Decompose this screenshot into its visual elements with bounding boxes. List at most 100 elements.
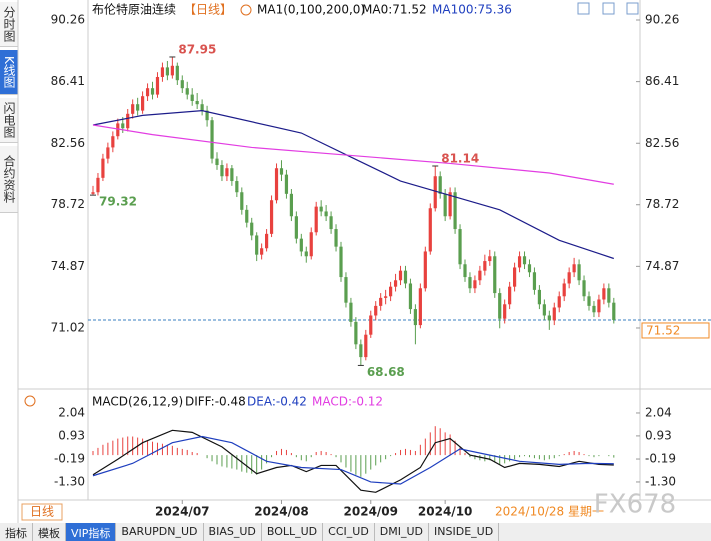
candle-body	[329, 216, 333, 230]
candle-body	[185, 88, 189, 95]
tab[interactable]: BOLL_UD	[262, 523, 324, 541]
tab-flash[interactable]: 闪电图	[0, 98, 18, 143]
candle-body	[145, 88, 150, 97]
candle-body	[443, 193, 447, 217]
tab[interactable]: INSIDE_UD	[429, 523, 500, 541]
candle-body	[602, 288, 606, 300]
tab[interactable]: DMI_UD	[375, 523, 430, 541]
y-tick-label: 78.72	[645, 197, 679, 211]
y-tick-label: 82.56	[51, 136, 85, 150]
candle-body	[468, 277, 472, 289]
candle-body	[508, 286, 512, 305]
y-tick-label: 0.93	[58, 428, 85, 442]
settings-icon[interactable]	[24, 395, 36, 407]
icon[interactable]	[577, 2, 590, 15]
candle-body	[478, 270, 482, 281]
y-tick-label: 86.41	[645, 74, 679, 88]
candle-body	[245, 209, 249, 223]
candle-body	[582, 280, 586, 297]
candle-body	[384, 296, 388, 298]
candle-body	[428, 208, 432, 252]
y-tick-label: -0.19	[645, 452, 676, 466]
settings-icon[interactable]	[240, 4, 252, 16]
candle-body	[364, 334, 368, 358]
candle-body	[408, 283, 413, 310]
candle-body	[91, 192, 95, 194]
candle-body	[463, 264, 467, 278]
candle-body	[220, 165, 224, 177]
candle-body	[369, 315, 373, 335]
candle-body	[131, 104, 135, 114]
candle-body	[488, 256, 492, 262]
x-tick-label: 2024/07	[155, 505, 209, 519]
chart: 布伦特原油连续 【日线】 MA1(0,100,200,0) MA0:71.52 …	[17, 0, 711, 523]
candle-body	[458, 229, 462, 265]
candle-body	[309, 232, 313, 257]
candle-body	[225, 168, 229, 177]
last-price-box	[641, 322, 710, 339]
dea-label: DEA:-0.42	[247, 395, 307, 409]
candle-body	[155, 76, 160, 95]
y-tick-label: 74.87	[645, 259, 679, 273]
candle-body	[299, 238, 303, 252]
candle-body	[319, 206, 323, 212]
tab[interactable]: BARUPDN_UD	[116, 523, 204, 541]
candle-body	[101, 158, 105, 178]
candle-body	[339, 246, 343, 278]
candle-body	[284, 174, 289, 194]
y-tick-label: -0.19	[54, 452, 85, 466]
y-tick-label: 82.56	[645, 136, 679, 150]
candle-body	[438, 176, 442, 194]
y-tick-label: 71.02	[51, 320, 85, 334]
last-price-label: 71.52	[646, 323, 680, 337]
candle-body	[344, 277, 348, 303]
candle-body	[314, 206, 318, 233]
candle-body	[493, 256, 497, 294]
macd-value: MACD:-0.12	[312, 395, 383, 409]
candle-body	[240, 192, 244, 210]
title: 布伦特原油连续	[92, 2, 176, 17]
candle-body	[557, 296, 561, 308]
candle-body	[255, 235, 259, 255]
candle-body	[160, 67, 165, 77]
tab[interactable]: 模板	[33, 523, 66, 541]
macd-label: MACD(26,12,9)	[92, 395, 183, 409]
candle-body	[587, 296, 591, 306]
footer-period: 日线	[30, 505, 54, 519]
legend-ma100: MA100:75.36	[432, 3, 512, 17]
candle-body	[612, 302, 616, 320]
indicator-line	[92, 429, 614, 493]
tab[interactable]: CCI_UD	[323, 523, 375, 541]
candle-body	[498, 293, 502, 319]
candle-body	[269, 200, 274, 234]
indicator-line	[92, 109, 614, 260]
diff-label: DIFF:-0.48	[185, 395, 246, 409]
icon[interactable]	[602, 2, 615, 15]
candle-body	[190, 94, 194, 101]
candle-body	[433, 176, 437, 209]
candle-body	[294, 216, 298, 239]
candle-body	[121, 123, 125, 129]
candle-body	[180, 80, 184, 89]
candle-body	[250, 222, 254, 236]
candle-body	[374, 305, 378, 316]
tab[interactable]: VIP指标	[66, 523, 117, 541]
candle-body	[195, 100, 199, 105]
tab-contract[interactable]: 合约资料	[0, 146, 18, 213]
candle-body	[170, 65, 174, 76]
tab[interactable]: BIAS_UD	[204, 523, 262, 541]
candle-body	[389, 286, 393, 297]
period-box[interactable]	[21, 503, 63, 521]
tab[interactable]: 指标	[0, 523, 33, 541]
candle-body	[532, 272, 537, 290]
candle-body	[116, 123, 120, 137]
candle-body	[235, 181, 239, 193]
tab-kline[interactable]: K线图	[0, 50, 18, 95]
legend-ma0: MA0:71.52	[362, 3, 427, 17]
candle-body	[260, 248, 264, 255]
period: 【日线】	[184, 3, 232, 17]
icon[interactable]	[626, 2, 639, 15]
tab-timeshare[interactable]: 分时图	[0, 2, 18, 47]
y-tick-label: 0.93	[645, 428, 672, 442]
